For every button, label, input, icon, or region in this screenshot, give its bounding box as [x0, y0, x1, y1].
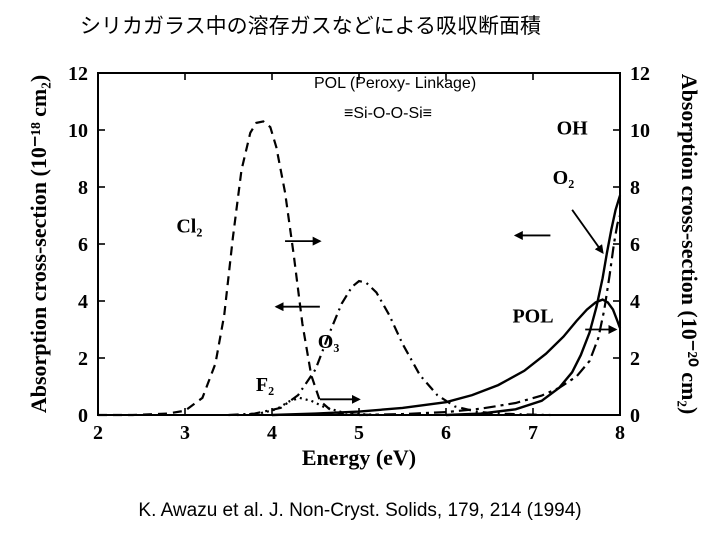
svg-text:10: 10	[630, 120, 650, 142]
svg-text:4: 4	[267, 422, 277, 444]
page-title: シリカガラス中の溶存ガスなどによる吸収断面積	[80, 10, 541, 40]
svg-text:12: 12	[630, 63, 650, 85]
svg-text:2: 2	[78, 348, 88, 370]
svg-text:4: 4	[78, 291, 88, 313]
absorption-chart: 2345678024681012024681012Energy (eV)Abso…	[20, 55, 700, 480]
svg-text:2: 2	[93, 422, 103, 444]
svg-text:0: 0	[630, 405, 640, 427]
svg-text:Absorption cross-section (10⁻: Absorption cross-section (10⁻¹⁸ cm₂)	[26, 75, 51, 413]
svg-text:POL: POL	[512, 305, 553, 327]
svg-text:6: 6	[441, 422, 451, 444]
svg-text:6: 6	[630, 234, 640, 256]
svg-text:2: 2	[630, 348, 640, 370]
svg-text:Absorption cross-section (10⁻: Absorption cross-section (10⁻²⁰ cm₂)	[677, 74, 700, 415]
svg-text:0: 0	[78, 405, 88, 427]
svg-text:4: 4	[630, 291, 640, 313]
citation-text: K. Awazu et al. J. Non-Cryst. Solids, 17…	[0, 500, 720, 522]
svg-text:8: 8	[630, 177, 640, 199]
svg-text:Cl₂: Cl₂	[176, 216, 202, 238]
svg-text:3: 3	[180, 422, 190, 444]
svg-text:F₂: F₂	[256, 374, 274, 396]
svg-text:O₃: O₃	[318, 331, 340, 353]
svg-text:5: 5	[354, 422, 364, 444]
svg-text:10: 10	[68, 120, 88, 142]
svg-text:OH: OH	[557, 117, 589, 139]
svg-text:8: 8	[78, 177, 88, 199]
svg-text:7: 7	[528, 422, 538, 444]
svg-text:6: 6	[78, 234, 88, 256]
svg-text:12: 12	[68, 63, 88, 85]
svg-text:Energy (eV): Energy (eV)	[302, 445, 416, 470]
svg-text:O₂: O₂	[553, 167, 575, 189]
svg-text:8: 8	[615, 422, 625, 444]
